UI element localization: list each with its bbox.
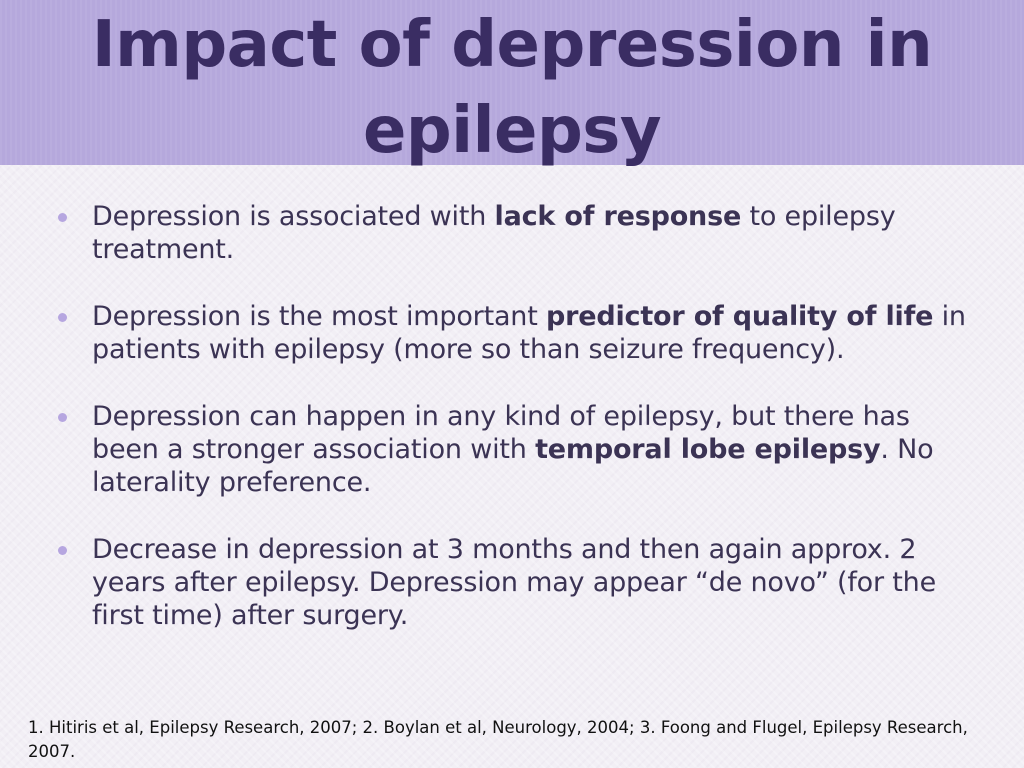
- bullet-dot-icon: [58, 213, 67, 222]
- bullet-text: Depression is the most important: [92, 301, 546, 332]
- bullet-emphasis: lack of response: [494, 201, 742, 232]
- footnote-references: 1. Hitiris et al, Epilepsy Research, 200…: [28, 718, 968, 761]
- bullet-dot-icon: [58, 313, 67, 322]
- bullet-emphasis: predictor of quality of life: [545, 301, 934, 332]
- title-band: Impact of depression in epilepsy: [0, 0, 1024, 168]
- bullet-text: in patients with epilepsy (more so than …: [92, 301, 966, 365]
- bullet-text: to epilepsy treatment.: [92, 201, 896, 265]
- bullet-dot-icon: [58, 413, 67, 422]
- bullet-item: Depression is associated with lack of re…: [58, 200, 978, 266]
- bullet-item: Depression is the most important predict…: [58, 300, 978, 366]
- slide-title: Impact of depression in epilepsy: [91, 8, 933, 168]
- bullet-dot-icon: [58, 546, 67, 555]
- bullet-emphasis: temporal lobe epilepsy: [535, 434, 881, 465]
- bullet-text: Depression can happen in any kind of epi…: [92, 401, 910, 465]
- bullet-text: Decrease in depression at 3 months and t…: [92, 534, 936, 631]
- bullet-list: Depression is associated with lack of re…: [58, 200, 978, 632]
- bullet-text: . No laterality preference.: [92, 434, 934, 498]
- bullet-item: Depression can happen in any kind of epi…: [58, 400, 978, 499]
- bullet-item: Decrease in depression at 3 months and t…: [58, 533, 978, 632]
- bullet-text: Depression is associated with: [92, 201, 495, 232]
